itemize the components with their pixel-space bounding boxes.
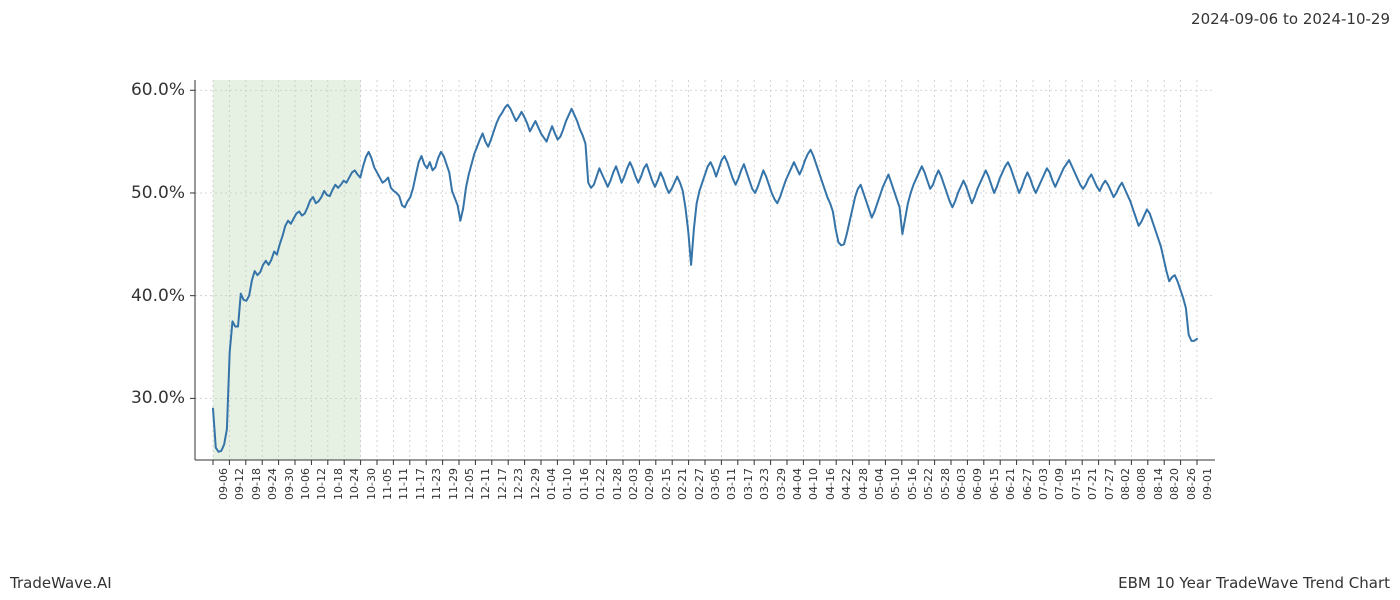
x-tick-label: 09-24 <box>266 468 279 508</box>
x-tick-label: 10-30 <box>365 468 378 508</box>
x-tick-label: 01-28 <box>611 468 624 508</box>
x-tick-label: 06-21 <box>1004 468 1017 508</box>
x-tick-label: 11-23 <box>430 468 443 508</box>
plot-area <box>195 80 1215 460</box>
chart-container: 2024-09-06 to 2024-10-29 30.0% 40.0% 50.0%… <box>0 0 1400 600</box>
x-tick-label: 06-27 <box>1021 468 1034 508</box>
x-tick-label: 04-28 <box>857 468 870 508</box>
chart-svg <box>195 80 1215 460</box>
x-tick-label: 01-22 <box>594 468 607 508</box>
footer-title: EBM 10 Year TradeWave Trend Chart <box>1118 574 1390 592</box>
x-tick-label: 03-17 <box>742 468 755 508</box>
x-tick-label: 10-24 <box>348 468 361 508</box>
x-tick-label: 09-30 <box>283 468 296 508</box>
x-tick-label: 01-10 <box>561 468 574 508</box>
x-tick-label: 12-29 <box>529 468 542 508</box>
footer-brand: TradeWave.AI <box>10 574 112 592</box>
x-tick-label: 11-05 <box>381 468 394 508</box>
x-tick-label: 02-15 <box>660 468 673 508</box>
x-tick-label: 05-22 <box>922 468 935 508</box>
x-tick-label: 06-09 <box>971 468 984 508</box>
y-tick-label: 40.0% <box>131 286 185 306</box>
x-tick-label: 02-09 <box>643 468 656 508</box>
x-tick-label: 07-09 <box>1053 468 1066 508</box>
x-tick-label: 09-01 <box>1201 468 1214 508</box>
x-tick-label: 11-29 <box>447 468 460 508</box>
x-tick-label: 03-11 <box>725 468 738 508</box>
x-tick-label: 07-15 <box>1070 468 1083 508</box>
x-tick-label: 08-20 <box>1168 468 1181 508</box>
x-tick-label: 06-15 <box>988 468 1001 508</box>
x-tick-label: 12-05 <box>463 468 476 508</box>
x-tick-label: 09-12 <box>233 468 246 508</box>
x-tick-label: 01-16 <box>578 468 591 508</box>
x-tick-label: 09-06 <box>217 468 230 508</box>
x-tick-label: 07-21 <box>1086 468 1099 508</box>
x-tick-label: 11-17 <box>414 468 427 508</box>
x-tick-label: 11-11 <box>397 468 410 508</box>
y-tick-label: 60.0% <box>131 80 185 100</box>
x-tick-label: 04-16 <box>824 468 837 508</box>
y-tick-label: 30.0% <box>131 388 185 408</box>
x-tick-label: 08-26 <box>1185 468 1198 508</box>
x-tick-label: 03-05 <box>709 468 722 508</box>
x-tick-label: 05-04 <box>873 468 886 508</box>
x-tick-label: 02-03 <box>627 468 640 508</box>
x-tick-label: 08-02 <box>1119 468 1132 508</box>
x-tick-label: 07-27 <box>1103 468 1116 508</box>
x-tick-label: 04-10 <box>807 468 820 508</box>
x-tick-label: 03-29 <box>775 468 788 508</box>
y-tick-label: 50.0% <box>131 183 185 203</box>
x-tick-label: 09-18 <box>250 468 263 508</box>
x-tick-label: 12-23 <box>512 468 525 508</box>
x-tick-label: 02-27 <box>693 468 706 508</box>
x-tick-label: 08-14 <box>1152 468 1165 508</box>
date-range-label: 2024-09-06 to 2024-10-29 <box>1191 10 1390 28</box>
x-tick-label: 04-22 <box>840 468 853 508</box>
x-tick-label: 02-21 <box>676 468 689 508</box>
x-tick-label: 10-18 <box>332 468 345 508</box>
x-tick-label: 01-04 <box>545 468 558 508</box>
x-tick-label: 12-11 <box>479 468 492 508</box>
x-tick-label: 05-28 <box>939 468 952 508</box>
x-tick-label: 03-23 <box>758 468 771 508</box>
x-tick-label: 05-10 <box>889 468 902 508</box>
x-tick-label: 06-03 <box>955 468 968 508</box>
x-tick-label: 05-16 <box>906 468 919 508</box>
x-tick-label: 12-17 <box>496 468 509 508</box>
x-tick-label: 04-04 <box>791 468 804 508</box>
x-tick-label: 10-06 <box>299 468 312 508</box>
x-tick-label: 10-12 <box>315 468 328 508</box>
x-tick-label: 08-08 <box>1135 468 1148 508</box>
x-tick-label: 07-03 <box>1037 468 1050 508</box>
